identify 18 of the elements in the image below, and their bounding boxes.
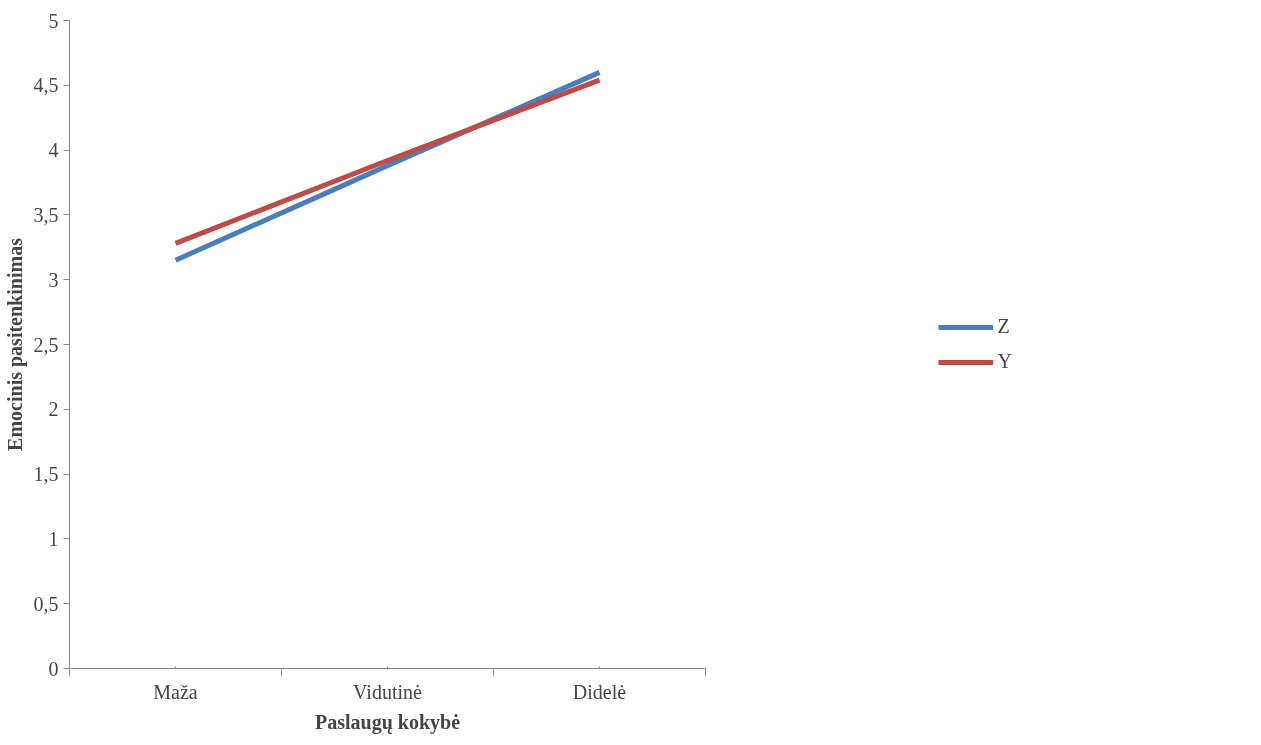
y-tick-label: 0 xyxy=(48,657,59,680)
y-tick-label: 2,5 xyxy=(33,333,59,356)
x-tick-label: Maža xyxy=(153,680,198,703)
x-tick-label: Vidutinė xyxy=(353,680,423,703)
legend-label: Y xyxy=(997,350,1013,373)
y-tick-label: 4,5 xyxy=(33,74,59,97)
y-tick-label: 1,5 xyxy=(33,463,59,486)
x-axis-title: Paslaugų kokybė xyxy=(314,710,461,734)
y-tick-label: 5 xyxy=(48,9,59,32)
y-tick-label: 2 xyxy=(48,398,59,421)
y-tick-label: 1 xyxy=(48,527,59,550)
legend-label: Z xyxy=(997,315,1011,338)
y-tick-label: 3,5 xyxy=(33,203,59,226)
y-axis-title: Emocinis pasitenkinimas xyxy=(3,237,27,451)
x-tick-label: Didelė xyxy=(572,680,627,703)
y-tick-label: 3 xyxy=(48,268,59,291)
y-tick-label: 4 xyxy=(48,139,59,162)
y-tick-label: 0,5 xyxy=(33,592,59,615)
